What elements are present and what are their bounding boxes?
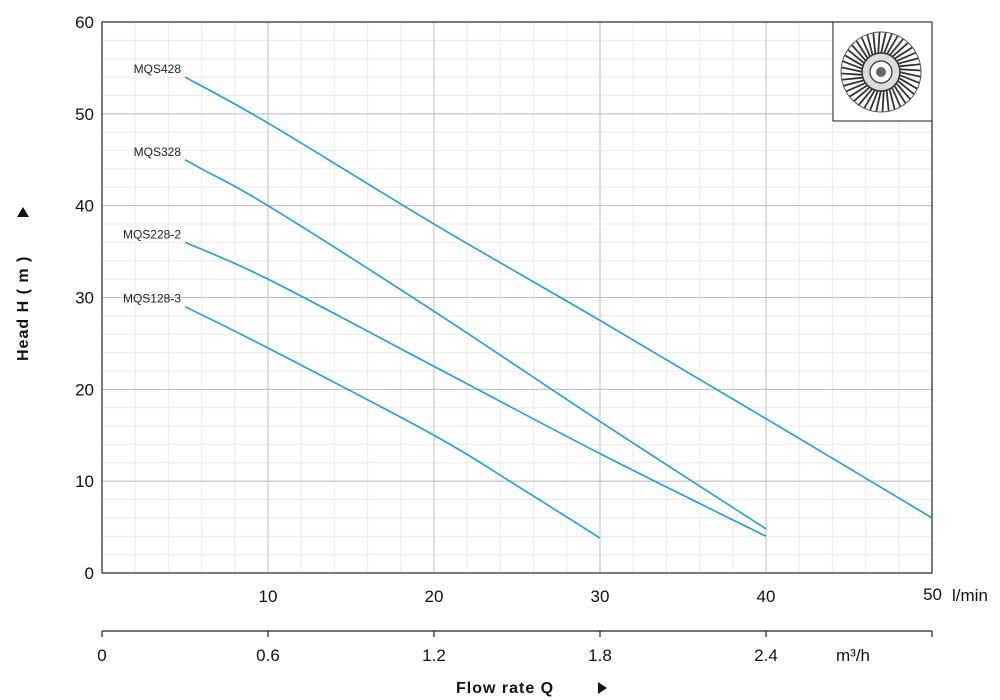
impeller-blade: [885, 89, 890, 112]
impeller-blade: [843, 79, 866, 87]
impeller-thumbnail: [832, 21, 933, 122]
series-line-2: [184, 241, 767, 537]
series-label-3: MQS128-3: [123, 292, 181, 306]
x-tick-label-lmin: 40: [757, 587, 776, 606]
impeller-blade: [872, 32, 877, 55]
impeller-blade: [855, 40, 870, 60]
y-tick-label: 30: [75, 289, 94, 308]
impeller-blade: [866, 34, 874, 57]
y-tick-label: 50: [75, 105, 94, 124]
series-label-2: MQS228-2: [123, 227, 181, 241]
impeller-blade: [898, 63, 921, 68]
x-tick-labels-m3h: 0 0.6 1.2 1.8 2.4: [97, 631, 933, 665]
impeller-shaft: [876, 67, 886, 77]
x-tick-labels-lmin: 10 20 30 40 50: [259, 585, 942, 606]
impeller-blade: [863, 88, 877, 109]
impeller-blade: [890, 86, 902, 108]
impeller-blade: [888, 87, 896, 110]
x-unit-lmin: l/min: [952, 586, 988, 605]
y-tick-label: 40: [75, 197, 94, 216]
impeller-blade: [860, 36, 872, 58]
x-tick-label-m3h: 1.8: [588, 646, 612, 665]
y-axis-title: Head H ( m ): [15, 256, 32, 361]
impeller-blade: [842, 60, 864, 71]
x-unit-m3h: m³/h: [836, 646, 870, 665]
impeller-blade: [845, 81, 867, 93]
impeller-blade: [849, 83, 869, 98]
impeller-blade: [892, 84, 907, 104]
y-tick-label: 20: [75, 380, 94, 399]
y-tick-labels: 0 10 20 30 40 50 60: [75, 13, 94, 583]
impeller-blade: [898, 71, 921, 78]
plot-frame: [101, 21, 933, 574]
impeller-blade: [882, 33, 893, 55]
impeller-blade: [894, 81, 911, 100]
series-line-3: [184, 305, 601, 539]
impeller-blade: [875, 89, 882, 112]
x-tick-label-m3h: 1.2: [422, 646, 446, 665]
impeller-blade: [897, 76, 918, 90]
series-line-0: [184, 76, 933, 519]
x-tick-label-m3h: 0.6: [256, 646, 280, 665]
y-tick-label: 60: [75, 13, 94, 32]
x-tick-label-lmin: 30: [591, 587, 610, 606]
impeller-blade: [844, 54, 865, 68]
impeller-blade: [869, 89, 880, 111]
impeller-blade: [898, 73, 920, 84]
impeller-blade: [895, 51, 917, 63]
x-tick-label-m3h: 2.4: [754, 646, 778, 665]
y-tick-label: 10: [75, 472, 94, 491]
impeller-rim: [840, 31, 922, 113]
impeller-blade: [853, 85, 872, 102]
impeller-blade: [888, 38, 904, 57]
impeller-blade: [890, 42, 909, 59]
impeller-blade: [840, 72, 864, 76]
impeller-blade: [885, 35, 899, 56]
y-tick-label: 0: [85, 564, 94, 583]
series-labels: MQS428 MQS328 MQS228-2 MQS128-3: [123, 62, 181, 306]
impeller-blade: [847, 49, 866, 65]
x-tick-label-lmin: 10: [259, 587, 278, 606]
impeller-blade: [877, 31, 881, 55]
series-label-1: MQS328: [134, 145, 182, 159]
impeller-blade: [851, 44, 868, 63]
impeller-blade: [880, 32, 887, 55]
x-axis-title: Flow rate Q: [456, 680, 554, 697]
impeller-blade: [898, 68, 922, 72]
x-tick-label-lmin: 20: [425, 587, 444, 606]
y-axis-arrow-icon: [17, 207, 29, 217]
impeller-blade: [858, 87, 874, 106]
impeller-blade: [893, 46, 913, 61]
impeller-blade: [881, 89, 885, 113]
series-line-1: [184, 159, 767, 530]
x-axis-arrow-icon: [598, 682, 607, 694]
impeller-icon: [840, 31, 922, 113]
series-label-0: MQS428: [134, 62, 182, 76]
major-grid: [102, 22, 932, 573]
impeller-blade: [896, 79, 915, 95]
impeller-blade: [841, 66, 864, 73]
x-tick-label-m3h: 0: [97, 646, 106, 665]
x-tick-label-lmin: 50: [923, 585, 942, 604]
performance-curves: [184, 76, 933, 539]
impeller-blade: [841, 76, 864, 81]
impeller-blade: [896, 57, 919, 65]
